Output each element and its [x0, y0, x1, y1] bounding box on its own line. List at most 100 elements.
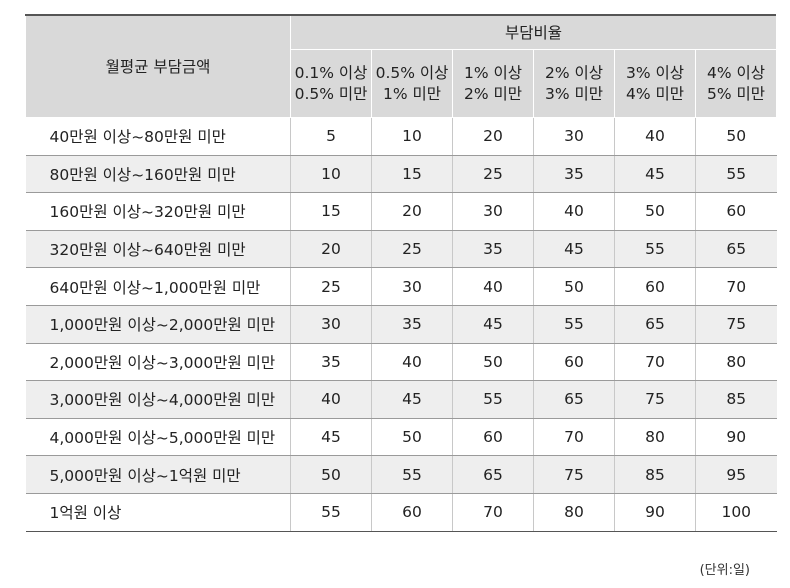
days-value-cell: 5	[290, 117, 372, 156]
ratio-lower-bound: 4% 이상	[706, 63, 766, 82]
days-value-cell: 35	[452, 230, 534, 269]
days-value-cell: 40	[452, 267, 534, 306]
days-value-cell: 50	[533, 267, 615, 306]
days-value-cell: 65	[694, 230, 777, 269]
days-value-cell: 55	[694, 155, 777, 194]
days-value-cell: 50	[371, 418, 453, 457]
days-value-cell: 40	[533, 192, 615, 231]
amount-range-cell: 640만원 이상~1,000만원 미만	[25, 267, 291, 306]
amount-range-cell: 1억원 이상	[25, 493, 291, 532]
days-value-cell: 75	[694, 305, 777, 344]
days-value-cell: 75	[533, 455, 615, 494]
days-value-cell: 85	[694, 380, 777, 419]
ratio-upper-bound: 5% 미만	[706, 84, 766, 103]
days-value-cell: 65	[452, 455, 534, 494]
amount-range-cell: 1,000만원 이상~2,000만원 미만	[25, 305, 291, 344]
days-value-cell: 10	[290, 155, 372, 194]
amount-range-cell: 80만원 이상~160만원 미만	[25, 155, 291, 194]
table-header: 월평균 부담금액 부담비율 0.1% 이상 0.5% 미만 0.5% 이상 1% 미만…	[25, 14, 778, 118]
days-value-cell: 30	[371, 267, 453, 306]
days-value-cell: 70	[533, 418, 615, 457]
table-row: 4,000만원 이상~5,000만원 미만 45 50 60 70 80 90	[25, 418, 777, 457]
days-value-cell: 55	[614, 230, 696, 269]
ratio-lower-bound: 0.1% 이상	[294, 63, 368, 82]
days-value-cell: 25	[290, 267, 372, 306]
unit-note: (단위:일)	[699, 563, 750, 578]
ratio-group-header: 부담비율	[289, 14, 778, 50]
days-value-cell: 25	[371, 230, 453, 269]
row-header-label: 월평균 부담금액	[25, 14, 291, 118]
days-value-cell: 35	[290, 343, 372, 382]
ratio-column-header: 0.5% 이상 1% 미만	[371, 49, 453, 118]
table-row: 320만원 이상~640만원 미만 20 25 35 45 55 65	[25, 230, 777, 269]
ratio-lower-bound: 1% 이상	[463, 63, 523, 82]
days-value-cell: 60	[371, 493, 453, 532]
days-value-cell: 70	[694, 267, 777, 306]
days-value-cell: 30	[533, 117, 615, 156]
ratio-column-header: 0.1% 이상 0.5% 미만	[290, 49, 372, 118]
days-value-cell: 40	[614, 117, 696, 156]
days-value-cell: 25	[452, 155, 534, 194]
days-value-cell: 35	[533, 155, 615, 194]
days-value-cell: 80	[694, 343, 777, 382]
amount-range-cell: 3,000만원 이상~4,000만원 미만	[25, 380, 291, 419]
table-row: 1억원 이상 55 60 70 80 90 100	[25, 493, 777, 532]
days-value-cell: 40	[290, 380, 372, 419]
days-value-cell: 30	[290, 305, 372, 344]
days-value-cell: 80	[614, 418, 696, 457]
ratio-column-header: 2% 이상 3% 미만	[533, 49, 615, 118]
ratio-column-header: 1% 이상 2% 미만	[452, 49, 534, 118]
amount-range-cell: 5,000만원 이상~1억원 미만	[25, 455, 291, 494]
table-row: 1,000만원 이상~2,000만원 미만 30 35 45 55 65 75	[25, 305, 777, 344]
ratio-upper-bound: 1% 미만	[382, 84, 442, 103]
ratio-lower-bound: 2% 이상	[544, 63, 604, 82]
days-value-cell: 55	[533, 305, 615, 344]
days-value-cell: 100	[694, 493, 777, 532]
table-body: 40만원 이상~80만원 미만 5 10 20 30 40 50 80만원 이상~160만원 …	[25, 117, 777, 532]
days-value-cell: 90	[694, 418, 777, 457]
days-value-cell: 60	[452, 418, 534, 457]
days-value-cell: 20	[371, 192, 453, 231]
ratio-column-header: 3% 이상 4% 미만	[614, 49, 696, 118]
amount-range-cell: 4,000만원 이상~5,000만원 미만	[25, 418, 291, 457]
ratio-lower-bound: 0.5% 이상	[375, 63, 449, 82]
days-value-cell: 65	[533, 380, 615, 419]
days-value-cell: 30	[452, 192, 534, 231]
ratio-upper-bound: 0.5% 미만	[294, 84, 368, 103]
burden-table: 월평균 부담금액 부담비율 0.1% 이상 0.5% 미만 0.5% 이상 1% 미만…	[25, 14, 778, 532]
days-value-cell: 60	[694, 192, 777, 231]
table-row: 5,000만원 이상~1억원 미만 50 55 65 75 85 95	[25, 455, 777, 494]
days-value-cell: 35	[371, 305, 453, 344]
days-value-cell: 50	[452, 343, 534, 382]
amount-range-cell: 160만원 이상~320만원 미만	[25, 192, 291, 231]
days-value-cell: 55	[371, 455, 453, 494]
days-value-cell: 85	[614, 455, 696, 494]
days-value-cell: 50	[694, 117, 777, 156]
days-value-cell: 45	[371, 380, 453, 419]
ratio-upper-bound: 4% 미만	[625, 84, 685, 103]
table-container: 월평균 부담금액 부담비율 0.1% 이상 0.5% 미만 0.5% 이상 1% 미만…	[25, 14, 778, 532]
days-value-cell: 75	[614, 380, 696, 419]
days-value-cell: 60	[533, 343, 615, 382]
table-row: 40만원 이상~80만원 미만 5 10 20 30 40 50	[25, 117, 777, 156]
ratio-upper-bound: 3% 미만	[544, 84, 604, 103]
days-value-cell: 55	[452, 380, 534, 419]
amount-range-cell: 40만원 이상~80만원 미만	[25, 117, 291, 156]
days-value-cell: 40	[371, 343, 453, 382]
amount-range-cell: 2,000만원 이상~3,000만원 미만	[25, 343, 291, 382]
days-value-cell: 55	[290, 493, 372, 532]
days-value-cell: 70	[452, 493, 534, 532]
days-value-cell: 50	[290, 455, 372, 494]
ratio-column-header: 4% 이상 5% 미만	[694, 49, 778, 118]
days-value-cell: 45	[614, 155, 696, 194]
days-value-cell: 20	[452, 117, 534, 156]
table-row: 160만원 이상~320만원 미만 15 20 30 40 50 60	[25, 192, 777, 231]
ratio-upper-bound: 2% 미만	[463, 84, 523, 103]
days-value-cell: 95	[694, 455, 777, 494]
table-row: 80만원 이상~160만원 미만 10 15 25 35 45 55	[25, 155, 777, 194]
days-value-cell: 65	[614, 305, 696, 344]
days-value-cell: 60	[614, 267, 696, 306]
days-value-cell: 45	[452, 305, 534, 344]
top-rule	[25, 14, 776, 16]
days-value-cell: 80	[533, 493, 615, 532]
